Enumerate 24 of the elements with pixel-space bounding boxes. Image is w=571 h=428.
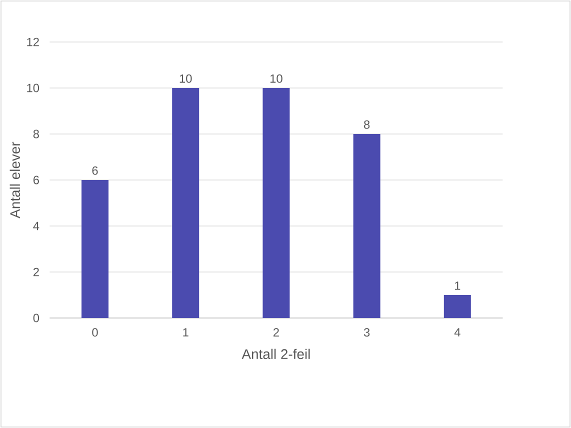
data-label: 6 <box>92 166 98 175</box>
bar <box>262 88 290 318</box>
x-tick-label: 0 <box>92 328 98 337</box>
x-tick-label: 2 <box>273 328 279 337</box>
y-tick-label: 4 <box>33 222 40 230</box>
y-tick-label: 2 <box>33 268 39 276</box>
y-axis-title: Antall elever <box>10 142 20 218</box>
data-label: 10 <box>180 74 192 83</box>
bar <box>353 134 380 318</box>
bar <box>444 295 471 318</box>
y-tick-label: 12 <box>27 38 39 46</box>
data-label: 1 <box>454 282 460 290</box>
y-tick-label: 6 <box>33 176 39 184</box>
x-tick-label: 3 <box>364 328 370 337</box>
data-label: 10 <box>270 74 282 83</box>
y-tick-label: 10 <box>27 84 40 92</box>
bar <box>172 88 200 318</box>
y-tick-label: 8 <box>33 130 39 138</box>
bar <box>82 180 108 318</box>
x-tick-label: 4 <box>454 328 460 336</box>
x-tick-label: 1 <box>183 328 188 336</box>
y-tick-label: 0 <box>33 314 40 322</box>
x-axis-title: Antall 2-feil <box>242 348 310 360</box>
data-label: 8 <box>364 120 370 129</box>
